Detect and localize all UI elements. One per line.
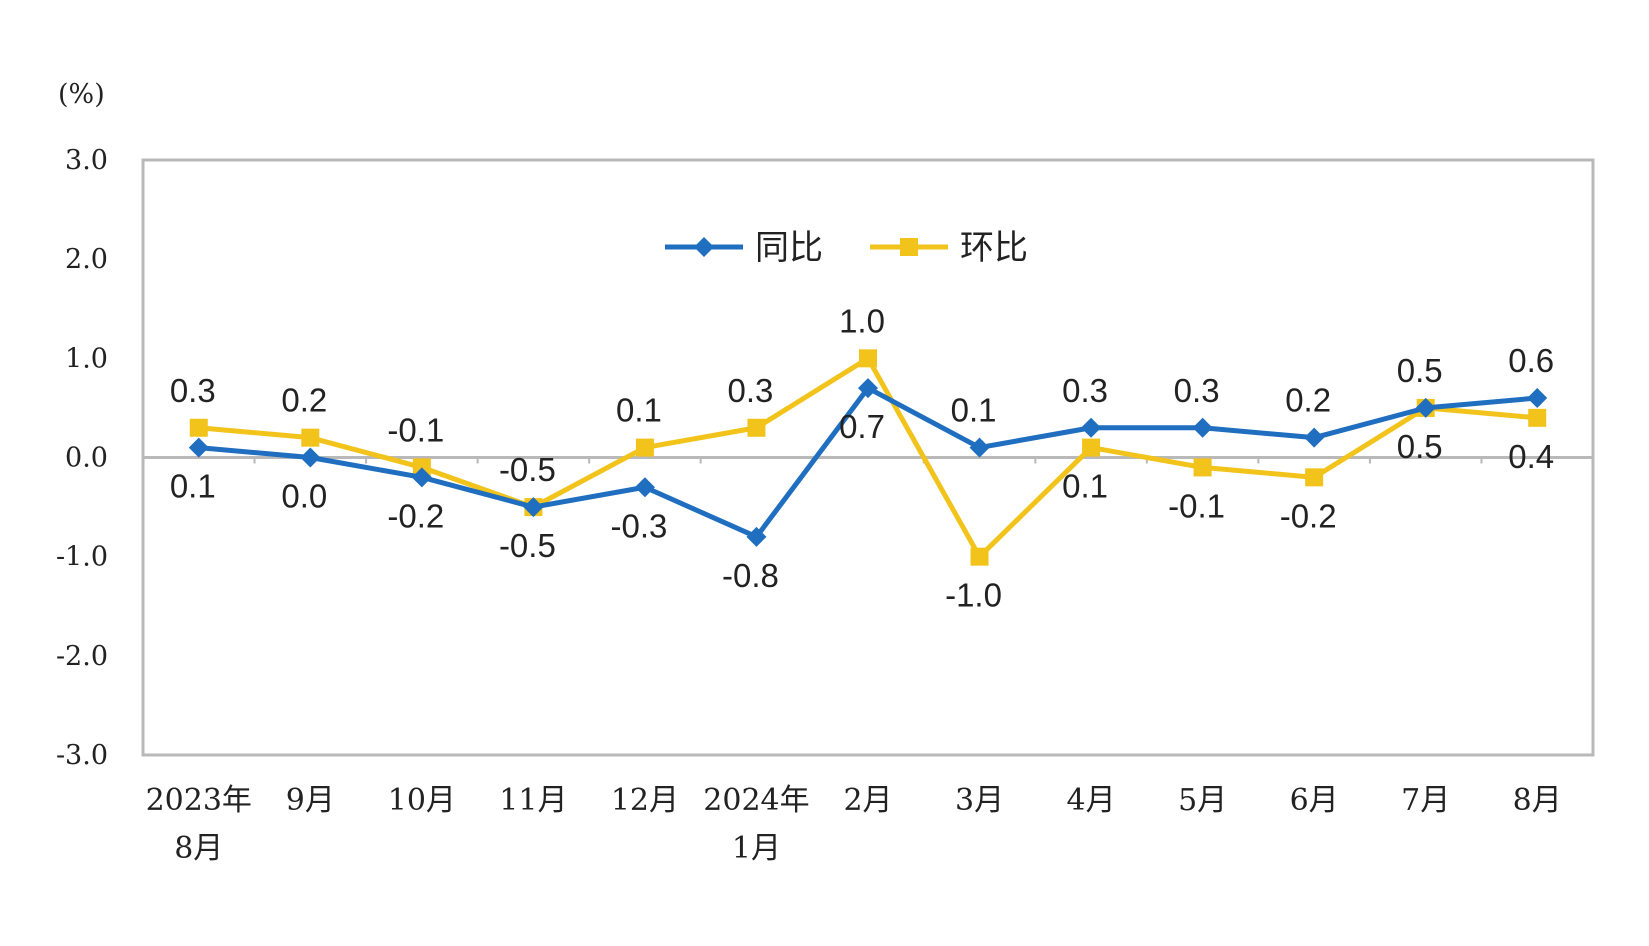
marker-diamond <box>1304 427 1325 448</box>
data-label: 0.1 <box>951 392 997 429</box>
x-tick-label-line: 10月 <box>388 783 456 818</box>
marker-diamond <box>969 437 990 458</box>
plot-area <box>141 158 1595 757</box>
x-tick-label: 8月 <box>1513 783 1562 818</box>
x-tick-label: 12月 <box>611 783 679 818</box>
x-tick-label-line: 7月 <box>1401 783 1450 818</box>
x-tick-label: 9月 <box>286 783 335 818</box>
x-tick-label-line: 8月 <box>1513 783 1562 818</box>
marker-diamond <box>1192 417 1213 438</box>
y-tick-label: 3.0 <box>65 145 108 176</box>
y-tick-label: -2.0 <box>56 641 108 672</box>
x-tick-label-line: 1月 <box>732 831 781 866</box>
x-axis-ticks: 2023年 8月 9月 10月 11月 12月 2024年 1月 2月 3月 4月 5月 6月 7月 8月 <box>146 783 1562 866</box>
marker-diamond <box>746 526 767 547</box>
x-tick-label-line: 2023年 <box>146 783 252 818</box>
marker-square <box>859 349 877 368</box>
marker-diamond <box>634 477 655 498</box>
x-tick-label: 2023年 8月 <box>146 783 252 866</box>
marker-diamond <box>694 237 714 257</box>
data-label: -0.1 <box>1168 487 1225 524</box>
marker-square <box>970 547 989 566</box>
data-label: 0.3 <box>170 372 216 409</box>
data-label: 0.2 <box>281 382 327 419</box>
y-tick-label: 2.0 <box>65 244 108 275</box>
data-label: -0.1 <box>387 411 444 448</box>
legend-item: 环比 <box>870 229 1028 267</box>
data-label: 0.4 <box>1508 438 1554 475</box>
marker-diamond <box>858 378 878 399</box>
data-labels: 0.1 0.3 0.0 0.2 -0.2 -0.1 -0.5 -0.5 -0.3 0.1 -0.8 0… <box>170 302 1554 613</box>
marker-square <box>1528 408 1547 427</box>
marker-diamond <box>411 467 432 488</box>
x-tick-label: 3月 <box>955 783 1004 818</box>
data-label: 0.3 <box>1174 372 1220 409</box>
marker-square <box>189 418 208 437</box>
data-label: -0.2 <box>387 497 444 534</box>
legend-label: 环比 <box>960 229 1028 267</box>
y-tick-label: -3.0 <box>56 740 108 771</box>
x-tick-label: 2月 <box>843 783 892 818</box>
data-label: 1.0 <box>839 302 885 339</box>
y-axis-ticks: 3.0 2.0 1.0 0.0 -1.0 -2.0 -3.0 <box>56 145 108 771</box>
data-label: 0.3 <box>1062 372 1108 409</box>
data-label: -0.5 <box>499 527 556 564</box>
x-tick-label-line: 12月 <box>611 783 679 818</box>
x-tick-label-line: 8月 <box>174 831 223 866</box>
x-tick-label-line: 6月 <box>1290 783 1339 818</box>
series-lines <box>188 349 1548 566</box>
x-tick-label-line: 11月 <box>499 783 567 818</box>
marker-square <box>1082 438 1101 457</box>
x-tick-label: 7月 <box>1401 783 1450 818</box>
marker-diamond <box>1415 397 1436 418</box>
marker-diamond <box>188 437 209 458</box>
legend: 同比 环比 <box>665 229 1028 267</box>
marker-diamond <box>300 447 321 468</box>
data-label: -0.5 <box>499 451 556 488</box>
x-tick-label: 6月 <box>1290 783 1339 818</box>
data-label: -0.3 <box>610 507 667 544</box>
x-tick-label: 10月 <box>388 783 456 818</box>
data-label: 0.1 <box>616 392 662 429</box>
data-label: 0.0 <box>281 478 327 515</box>
marker-square <box>301 428 320 447</box>
data-label: 0.1 <box>1062 468 1108 505</box>
x-tick-label: 5月 <box>1178 783 1227 818</box>
data-label: -1.0 <box>945 577 1002 614</box>
x-tick-label-line: 9月 <box>286 783 335 818</box>
x-tick-label-line: 2024年 <box>703 783 809 818</box>
x-tick-label-line: 5月 <box>1178 783 1227 818</box>
x-tick-label-line: 3月 <box>955 783 1004 818</box>
data-label: 0.3 <box>728 372 774 409</box>
marker-diamond <box>1081 417 1102 438</box>
marker-square <box>900 238 918 256</box>
x-tick-label-line: 4月 <box>1067 783 1116 818</box>
data-label: 0.5 <box>1397 428 1443 465</box>
legend-item: 同比 <box>665 229 823 267</box>
marker-diamond <box>523 497 544 518</box>
data-label: 0.6 <box>1508 342 1554 379</box>
data-label: 0.5 <box>1397 352 1443 389</box>
data-label: 0.1 <box>170 468 216 505</box>
y-tick-label: 0.0 <box>65 443 108 474</box>
series-0 <box>188 378 1548 547</box>
marker-square <box>635 438 654 457</box>
x-tick-label: 11月 <box>499 783 567 818</box>
y-unit-label: (%) <box>58 79 105 110</box>
marker-square <box>747 418 766 437</box>
x-tick-label: 2024年 1月 <box>703 783 809 866</box>
marker-diamond <box>1527 388 1548 408</box>
data-label: 0.7 <box>839 408 885 445</box>
y-tick-label: 1.0 <box>65 343 108 374</box>
data-label: 0.2 <box>1285 382 1331 419</box>
x-tick-label-line: 2月 <box>843 783 892 818</box>
marker-square <box>1193 458 1212 477</box>
x-tick-label: 4月 <box>1067 783 1116 818</box>
data-label: -0.2 <box>1280 497 1337 534</box>
legend-label: 同比 <box>755 229 823 267</box>
data-label: -0.8 <box>722 557 779 594</box>
marker-square <box>1305 468 1324 487</box>
y-tick-label: -1.0 <box>56 542 108 573</box>
